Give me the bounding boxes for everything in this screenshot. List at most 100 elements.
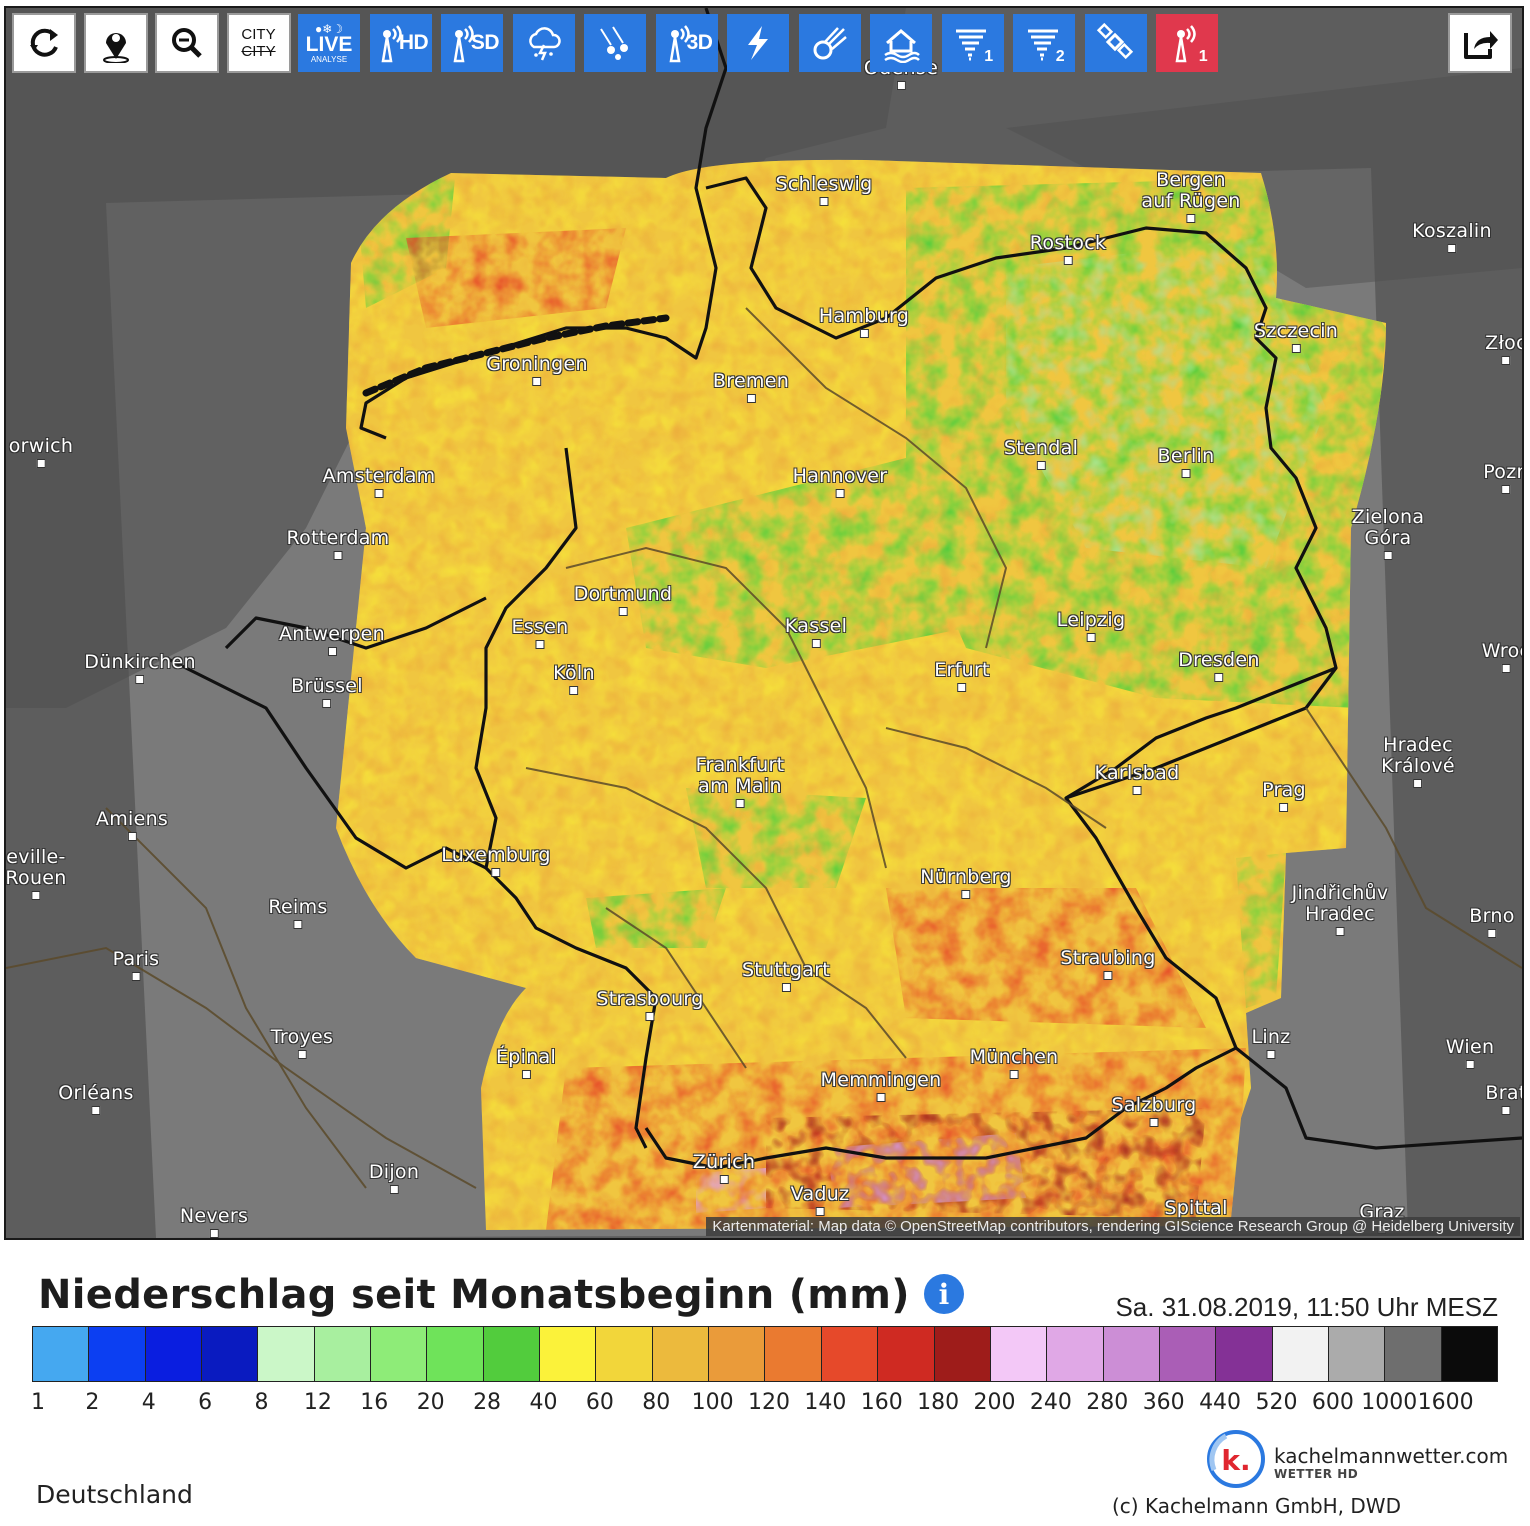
location-button[interactable] (83, 13, 148, 73)
brand-name: kachelmannwetter.com (1274, 1444, 1509, 1468)
scale-tick-label: 440 (1199, 1390, 1242, 1415)
city-marker (91, 1106, 101, 1115)
city-label: Amsterdam (323, 466, 436, 498)
radar-3d-button[interactable]: 3D (655, 14, 718, 72)
city-marker (1465, 1060, 1475, 1069)
color-swatch (1272, 1327, 1329, 1381)
color-scale (32, 1326, 1498, 1382)
lightning-button[interactable] (727, 14, 789, 72)
weather-map[interactable]: OdenseSchleswigBergenauf RügenRostockKos… (4, 6, 1524, 1240)
city-marker (532, 377, 542, 386)
city-marker (1335, 927, 1345, 936)
city-label: Prag (1262, 780, 1306, 812)
city-marker (819, 197, 829, 206)
brand-subtitle: WETTER HD (1274, 1467, 1359, 1481)
satellite-button[interactable] (1084, 14, 1147, 72)
flood-button[interactable] (870, 14, 932, 72)
location-pin-icon (102, 33, 129, 63)
zoom-out-icon (172, 28, 202, 58)
scale-tick-label: 1600 (1417, 1390, 1474, 1415)
scale-tick-label: 1000 (1361, 1390, 1418, 1415)
city-label: eville- Rouen (6, 847, 67, 900)
city-label: München (970, 1047, 1059, 1079)
city-label: Koszalin (1412, 221, 1492, 253)
color-swatch (33, 1327, 90, 1381)
scale-tick-label: 20 (416, 1390, 445, 1415)
brand-logo[interactable]: k. kachelmannwetter.com WETTER HD (1204, 1428, 1508, 1490)
precipitation-layer (336, 159, 1386, 1231)
city-labels-toggle[interactable]: CITY CITY (226, 13, 291, 73)
timestamp: Sa. 31.08.2019, 11:50 Uhr MESZ (1115, 1292, 1498, 1322)
city-marker (297, 1050, 307, 1059)
copyright: (c) Kachelmann GmbH, DWD (1112, 1494, 1401, 1518)
radar-alert-button[interactable]: 1 (1156, 14, 1218, 72)
meteor-button[interactable] (798, 14, 861, 72)
city-label: Antwerpen (279, 624, 385, 656)
city-label: Salzburg (1112, 1095, 1197, 1127)
radar-tower-icon (669, 25, 690, 63)
city-label: orwich (9, 436, 74, 468)
city-label: Zürich (693, 1152, 755, 1184)
city-marker (327, 647, 337, 656)
zoom-out-button[interactable] (155, 13, 219, 73)
radar-hd-button[interactable]: HD (369, 14, 432, 72)
map-attribution[interactable]: Kartenmaterial: Map data © OpenStreetMap… (706, 1217, 1520, 1236)
scale-tick-label: 12 (303, 1390, 332, 1415)
city-label: Karlsbad (1095, 763, 1180, 795)
color-swatch (709, 1327, 766, 1381)
color-swatch (371, 1327, 428, 1381)
city-label: Vaduz (791, 1184, 850, 1216)
kachelmann-logo-icon: k. (1207, 1430, 1265, 1488)
scale-tick-label: 2 (85, 1390, 100, 1415)
tornado-1-button[interactable]: 1 (941, 14, 1004, 72)
color-swatch (89, 1327, 146, 1381)
live-analysis-button[interactable]: ●❄☽ LIVE ANALYSE (298, 14, 360, 72)
city-label: Hradec Králové (1381, 735, 1455, 788)
city-label: Hannover (793, 466, 888, 498)
city-marker (569, 686, 579, 695)
refresh-button[interactable] (12, 13, 76, 73)
info-icon[interactable]: i (924, 1274, 964, 1314)
city-label: Złoc (1485, 333, 1522, 365)
city-marker (1132, 786, 1142, 795)
city-label: Linz (1251, 1027, 1290, 1059)
hail-button[interactable] (584, 14, 646, 72)
tornado-icon (956, 29, 987, 61)
city-marker (1086, 633, 1096, 642)
city-label: Schleswig (776, 174, 873, 206)
city-marker (36, 459, 46, 468)
tornado-2-button[interactable]: 2 (1013, 14, 1075, 72)
city-label: Essen (511, 617, 568, 649)
city-label: Amiens (96, 809, 168, 841)
scale-tick-label: 8 (254, 1390, 269, 1415)
scale-tick-label: 280 (1086, 1390, 1129, 1415)
city-label: Dortmund (574, 584, 673, 616)
color-swatch (652, 1327, 710, 1381)
city-label: Reims (268, 897, 327, 929)
city-label: Köln (553, 663, 595, 695)
city-label: Nürnberg (920, 867, 1011, 899)
button-label: 1 (984, 48, 993, 65)
city-marker (31, 891, 41, 900)
city-marker (333, 551, 343, 560)
city-label: Wroc (1482, 641, 1522, 673)
color-scale-ticks: 1 2 4 6 8 12 16 20 28 40 60 80 100 120 140 160 180 200 240… (0, 1390, 1530, 1420)
city-marker (1447, 244, 1457, 253)
city-label: Rotterdam (287, 528, 390, 560)
scale-tick-label: 240 (1029, 1390, 1072, 1415)
city-label: Brno (1469, 906, 1514, 938)
city-label: Bremen (713, 371, 789, 403)
tornado-icon (1027, 29, 1058, 61)
scale-tick-label: 60 (585, 1390, 614, 1415)
city-label: Stendal (1004, 438, 1078, 470)
flood-house-icon (884, 29, 920, 63)
city-marker (491, 868, 501, 877)
city-marker (781, 983, 791, 992)
city-label: Wien (1446, 1037, 1495, 1069)
rain-cloud-button[interactable] (512, 14, 575, 72)
share-button[interactable] (1448, 13, 1512, 73)
city-marker (521, 1070, 531, 1079)
city-label: Szczecin (1254, 321, 1338, 353)
radar-sd-button[interactable]: SD (441, 14, 503, 72)
city-label: Brat (1485, 1083, 1522, 1115)
